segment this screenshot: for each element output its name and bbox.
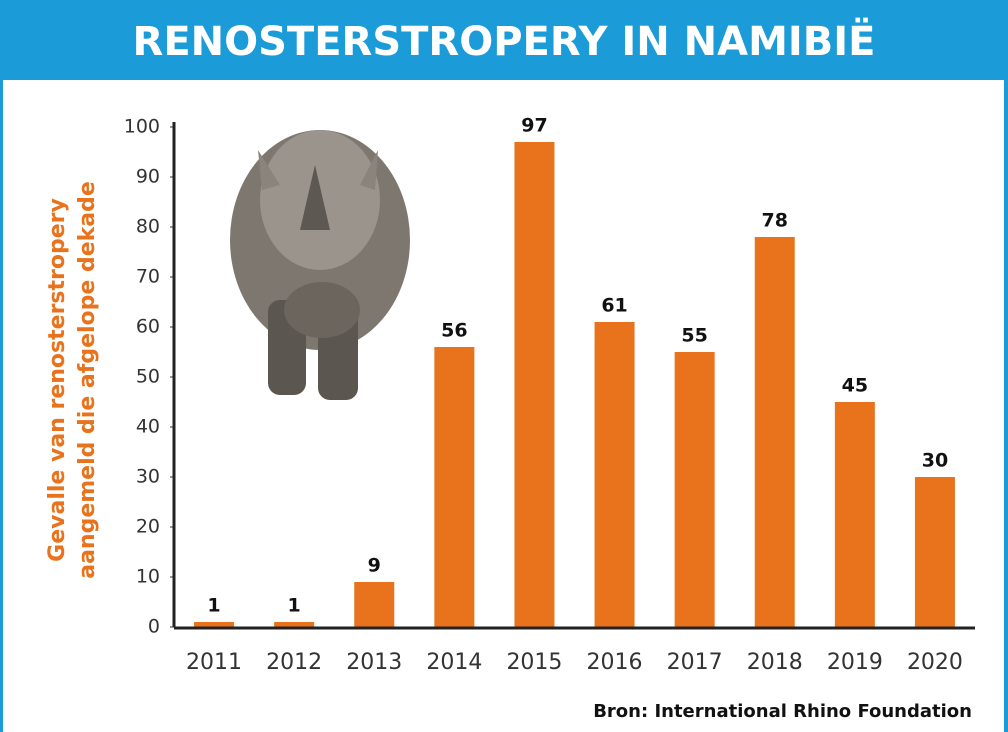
bar	[595, 322, 635, 627]
y-tick-label: 90	[136, 166, 160, 188]
x-tick-label: 2015	[506, 650, 562, 675]
value-label: 97	[521, 115, 547, 137]
bar	[675, 352, 715, 627]
y-tick-label: 70	[136, 266, 160, 288]
value-label: 55	[681, 325, 707, 347]
value-label: 9	[368, 555, 381, 577]
bar	[915, 477, 955, 627]
x-tick-label: 2016	[587, 650, 643, 675]
y-axis-label-line: aangemeld die afgelope dekade	[75, 181, 100, 579]
chart-title: RENOSTERSTROPERY IN NAMIBIË	[133, 17, 876, 65]
bar	[354, 582, 394, 627]
x-tick-label: 2013	[346, 650, 402, 675]
y-tick-label: 40	[136, 416, 160, 438]
value-label: 45	[842, 375, 868, 397]
value-label: 30	[922, 450, 948, 472]
bar	[514, 142, 554, 627]
y-tick-label: 0	[148, 616, 160, 638]
x-tick-label: 2019	[827, 650, 883, 675]
y-axis-label-line: Gevalle van renosterstropery	[45, 198, 70, 562]
value-label: 56	[441, 320, 467, 342]
y-tick-label: 10	[136, 566, 160, 588]
frame-left	[0, 80, 3, 732]
x-tick-label: 2012	[266, 650, 322, 675]
y-tick-label: 20	[136, 516, 160, 538]
value-label: 61	[601, 295, 627, 317]
x-tick-label: 2017	[667, 650, 723, 675]
value-label: 1	[207, 595, 220, 617]
bar	[194, 622, 234, 627]
frame-right	[1004, 80, 1008, 732]
bar	[274, 622, 314, 627]
x-tick-label: 2014	[426, 650, 482, 675]
y-tick-label: 50	[136, 366, 160, 388]
value-label: 1	[288, 595, 301, 617]
x-tick-label: 2020	[907, 650, 963, 675]
x-tick-label: 2011	[186, 650, 242, 675]
value-label: 78	[762, 210, 788, 232]
x-tick-label: 2018	[747, 650, 803, 675]
y-axis-label: Gevalle van renosterstropery aangemeld d…	[45, 181, 100, 579]
y-tick-label: 30	[136, 466, 160, 488]
y-tick-label: 60	[136, 316, 160, 338]
y-tick-label: 100	[124, 116, 160, 138]
chart: RENOSTERSTROPERY IN NAMIBIË Gevalle van …	[0, 0, 1008, 732]
source-note: Bron: International Rhino Foundation	[593, 701, 972, 722]
bar	[835, 402, 875, 627]
rhino-illustration	[230, 130, 410, 400]
y-tick-label: 80	[136, 216, 160, 238]
bar	[434, 347, 474, 627]
bar	[755, 237, 795, 627]
